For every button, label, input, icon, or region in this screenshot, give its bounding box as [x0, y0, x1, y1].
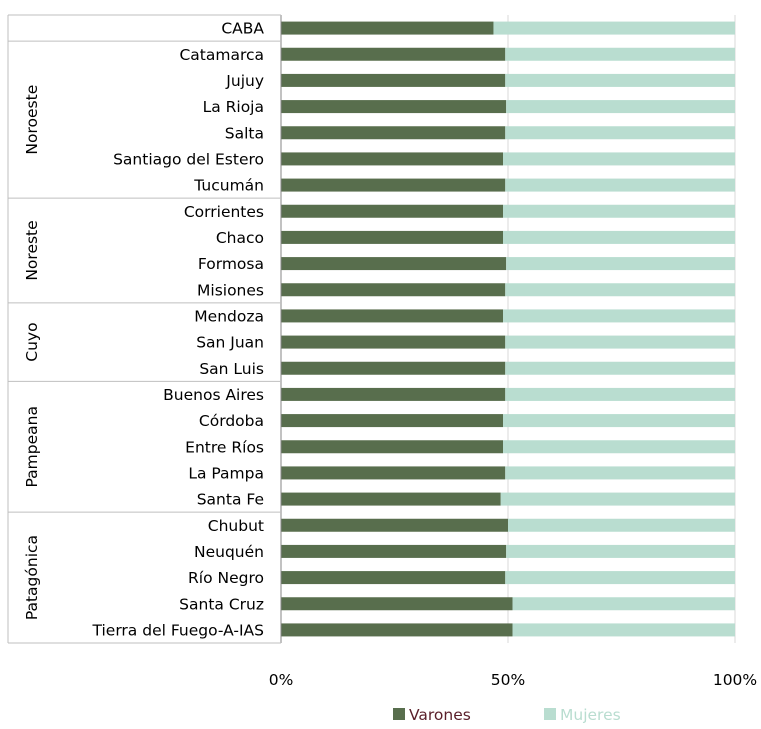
- category-label-san-juan: San Juan: [196, 334, 264, 352]
- axes: 0% 50% 100%: [7, 14, 757, 689]
- x-tick-label-100: 100%: [713, 671, 757, 689]
- bar-mujeres-san-juan: [505, 335, 735, 349]
- bar-varones-corrientes: [281, 204, 504, 218]
- bar-mujeres-mendoza: [503, 309, 735, 323]
- category-label-corrientes: Corrientes: [184, 203, 264, 221]
- category-label-chubut: Chubut: [208, 517, 264, 535]
- bar-varones-tierra-del-fuego-a-ias: [281, 623, 513, 637]
- bar-varones-la-rioja: [281, 100, 507, 114]
- bar-mujeres-chaco: [503, 230, 735, 244]
- bar-mujeres-entre-rios: [503, 440, 735, 454]
- legend: Varones Mujeres: [393, 706, 621, 724]
- bar-varones-buenos-aires: [281, 387, 506, 401]
- category-label-catamarca: Catamarca: [179, 46, 264, 64]
- bar-varones-santiago-del-estero: [281, 152, 504, 166]
- legend-swatch-mujeres: [544, 708, 556, 720]
- group-label-noreste: Noreste: [23, 220, 41, 280]
- bar-mujeres-tucuman: [505, 178, 735, 192]
- bar-mujeres-catamarca: [505, 47, 735, 61]
- bar-varones-mendoza: [281, 309, 504, 323]
- category-label-la-pampa: La Pampa: [188, 464, 264, 482]
- category-label-santiago-del-estero: Santiago del Estero: [113, 150, 264, 168]
- bar-mujeres-cordoba: [503, 414, 735, 428]
- bar-mujeres-la-pampa: [505, 466, 735, 480]
- category-label-mendoza: Mendoza: [194, 307, 264, 325]
- bar-mujeres-san-luis: [505, 361, 735, 375]
- bar-varones-salta: [281, 126, 506, 140]
- bar-mujeres-santiago-del-estero: [503, 152, 735, 166]
- category-label-jujuy: Jujuy: [225, 72, 264, 90]
- bar-varones-neuquen: [281, 544, 507, 558]
- bar-mujeres-misiones: [505, 283, 735, 297]
- bar-varones-rio-negro: [281, 571, 506, 585]
- bar-varones-catamarca: [281, 47, 506, 61]
- category-label-rio-negro: Río Negro: [188, 569, 264, 587]
- bar-mujeres-corrientes: [503, 204, 735, 218]
- bar-varones-misiones: [281, 283, 506, 297]
- category-labels: CABA Catamarca Jujuy La Rioja Salta Santiago …: [23, 20, 264, 640]
- bar-varones-san-juan: [281, 335, 506, 349]
- bar-mujeres-santa-cruz: [512, 597, 735, 611]
- group-label-noroeste: Noroeste: [23, 85, 41, 155]
- bar-varones-formosa: [281, 257, 507, 271]
- category-label-santa-cruz: Santa Cruz: [179, 595, 264, 613]
- legend-label-mujeres: Mujeres: [560, 706, 621, 724]
- bar-mujeres-santa-fe: [500, 492, 735, 506]
- bar-varones-entre-rios: [281, 440, 504, 454]
- bar-mujeres-chubut: [508, 518, 735, 532]
- legend-label-varones: Varones: [409, 706, 471, 724]
- bar-mujeres-rio-negro: [505, 571, 735, 585]
- bar-mujeres-formosa: [506, 257, 735, 271]
- bar-mujeres-la-rioja: [506, 100, 735, 114]
- bar-varones-chaco: [281, 230, 504, 244]
- category-label-entre-rios: Entre Ríos: [185, 438, 264, 456]
- bar-varones-la-pampa: [281, 466, 506, 480]
- category-label-tucuman: Tucumán: [193, 177, 264, 195]
- bar-mujeres-jujuy: [505, 73, 735, 87]
- category-label-misiones: Misiones: [197, 281, 264, 299]
- bar-mujeres-tierra-del-fuego-a-ias: [512, 623, 735, 637]
- bar-varones-santa-cruz: [281, 597, 513, 611]
- category-label-caba: CABA: [221, 20, 264, 38]
- group-label-pampeana: Pampeana: [23, 406, 41, 487]
- bar-varones-caba: [281, 21, 494, 35]
- category-label-san-luis: San Luis: [199, 360, 264, 378]
- bars: [281, 21, 735, 637]
- bar-varones-chubut: [281, 518, 508, 532]
- x-tick-label-0: 0%: [269, 671, 294, 689]
- category-label-tierra-del-fuego-a-ias: Tierra del Fuego-A-IAS: [92, 621, 265, 639]
- bar-varones-tucuman: [281, 178, 506, 192]
- bar-mujeres-neuquen: [506, 544, 735, 558]
- group-label-patagonica: Patagónica: [23, 535, 41, 620]
- bar-mujeres-caba: [493, 21, 735, 35]
- category-label-cordoba: Córdoba: [199, 412, 264, 430]
- bar-varones-santa-fe: [281, 492, 501, 506]
- bar-mujeres-salta: [505, 126, 735, 140]
- x-tick-label-50: 50%: [491, 671, 525, 689]
- category-label-santa-fe: Santa Fe: [197, 491, 264, 509]
- category-label-neuquen: Neuquén: [194, 543, 264, 561]
- bar-varones-san-luis: [281, 361, 506, 375]
- bar-varones-jujuy: [281, 73, 506, 87]
- category-label-salta: Salta: [225, 124, 264, 142]
- category-label-la-rioja: La Rioja: [203, 98, 264, 116]
- group-label-cuyo: Cuyo: [23, 322, 41, 361]
- category-label-formosa: Formosa: [198, 255, 264, 273]
- category-label-chaco: Chaco: [216, 229, 264, 247]
- category-label-buenos-aires: Buenos Aires: [163, 386, 264, 404]
- bar-mujeres-buenos-aires: [505, 387, 735, 401]
- bar-varones-cordoba: [281, 414, 504, 428]
- legend-swatch-varones: [393, 708, 405, 720]
